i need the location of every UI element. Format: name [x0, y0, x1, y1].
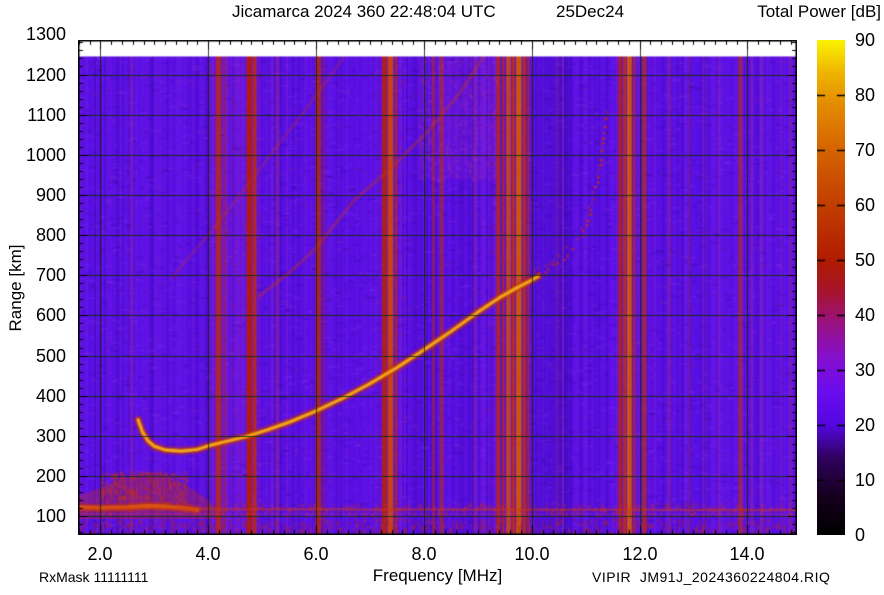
y-tick-label: 500: [35, 346, 66, 366]
colorbar-tick-label: 70: [855, 140, 876, 160]
rxmask-label: RxMask 11111111: [39, 569, 149, 585]
colorbar-tick-label: 80: [855, 85, 876, 105]
ionogram-heatmap: [78, 40, 797, 535]
colorbar-tick-label: 60: [855, 195, 876, 215]
y-tick-label: 400: [35, 386, 66, 406]
y-axis-title: Range [km]: [6, 244, 25, 332]
y-tick-label: 1200: [25, 65, 66, 85]
colorbar-tick-label: 30: [855, 360, 876, 380]
x-tick-label: 8.0: [411, 544, 437, 564]
colorbar-tick-label: 20: [855, 415, 876, 435]
colorbar-tick-label: 50: [855, 250, 876, 270]
y-tick-label: 900: [35, 185, 66, 205]
colorbar-tick-label: 0: [855, 525, 866, 545]
y-tick-label: 200: [35, 466, 66, 486]
filename-label: VIPIR JM91J_2024360224804.RIQ: [592, 569, 831, 585]
plot-title: Jicamarca 2024 360 22:48:04 UTC: [232, 2, 496, 21]
y-tick-label: 700: [35, 265, 66, 285]
colorbar-title: Total Power [dB]: [757, 2, 881, 21]
y-tick-label: 600: [35, 305, 66, 325]
y-tick-label: 800: [35, 225, 66, 245]
plot-date-label: 25Dec24: [556, 2, 625, 21]
colorbar-gradient: [817, 40, 845, 535]
x-tick-label: 6.0: [303, 544, 329, 564]
x-tick-label: 2.0: [87, 544, 113, 564]
y-tick-label: 100: [35, 506, 66, 526]
colorbar-tick-label: 90: [855, 30, 876, 50]
y-tick-label: 1300: [25, 24, 66, 44]
colorbar-tick-label: 10: [855, 470, 876, 490]
x-tick-label: 10.0: [514, 544, 550, 564]
x-tick-label: 14.0: [729, 544, 765, 564]
x-tick-label: 12.0: [622, 544, 658, 564]
y-tick-label: 1000: [25, 145, 66, 165]
y-tick-label: 300: [35, 426, 66, 446]
x-tick-label: 4.0: [195, 544, 221, 564]
colorbar-tick-label: 40: [855, 305, 876, 325]
y-tick-label: 1100: [27, 105, 66, 125]
x-axis-title: Frequency [MHz]: [372, 566, 503, 585]
